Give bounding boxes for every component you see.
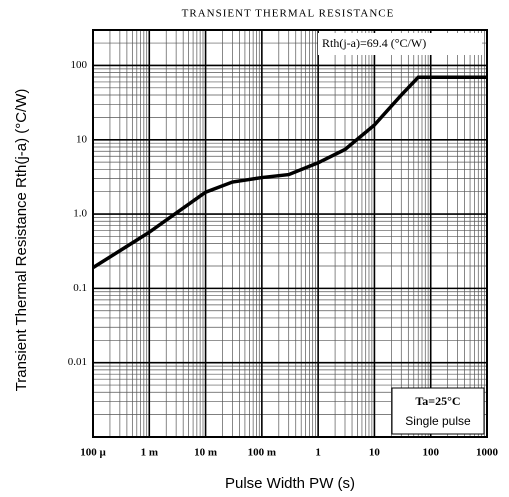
- annotation: Rth(j-a)=69.4 (°C/W): [322, 36, 426, 50]
- y-tick-label: 1.0: [73, 208, 87, 220]
- annotation: Ta=25°C: [415, 394, 460, 408]
- y-tick-label: 100: [71, 59, 88, 71]
- y-axis-label: Transient Thermal Resistance Rth(j-a) (°…: [13, 89, 30, 392]
- x-tick-label: 10: [369, 447, 381, 459]
- x-tick-label: 1 m: [141, 447, 158, 459]
- x-tick-label: 1000: [476, 447, 499, 459]
- x-tick-label: 10 m: [194, 447, 217, 459]
- annotation: Single pulse: [405, 414, 471, 428]
- plot-frame: [92, 29, 488, 438]
- annotation-box: [318, 33, 482, 55]
- x-tick-label: 100 µ: [80, 447, 106, 459]
- data-line: [92, 75, 487, 270]
- y-tick-label: 0.1: [73, 282, 87, 294]
- chart-title: TRANSIENT THERMAL RESISTANCE: [182, 8, 395, 20]
- x-tick-label: 100: [422, 447, 439, 459]
- x-axis-label: Pulse Width PW (s): [225, 475, 355, 492]
- y-tick-label: 0.01: [68, 356, 87, 368]
- y-tick-label: 10: [76, 133, 88, 145]
- x-tick-label: 1: [315, 447, 321, 459]
- x-tick-label: 100 m: [248, 447, 276, 459]
- annotation-box: [391, 387, 485, 435]
